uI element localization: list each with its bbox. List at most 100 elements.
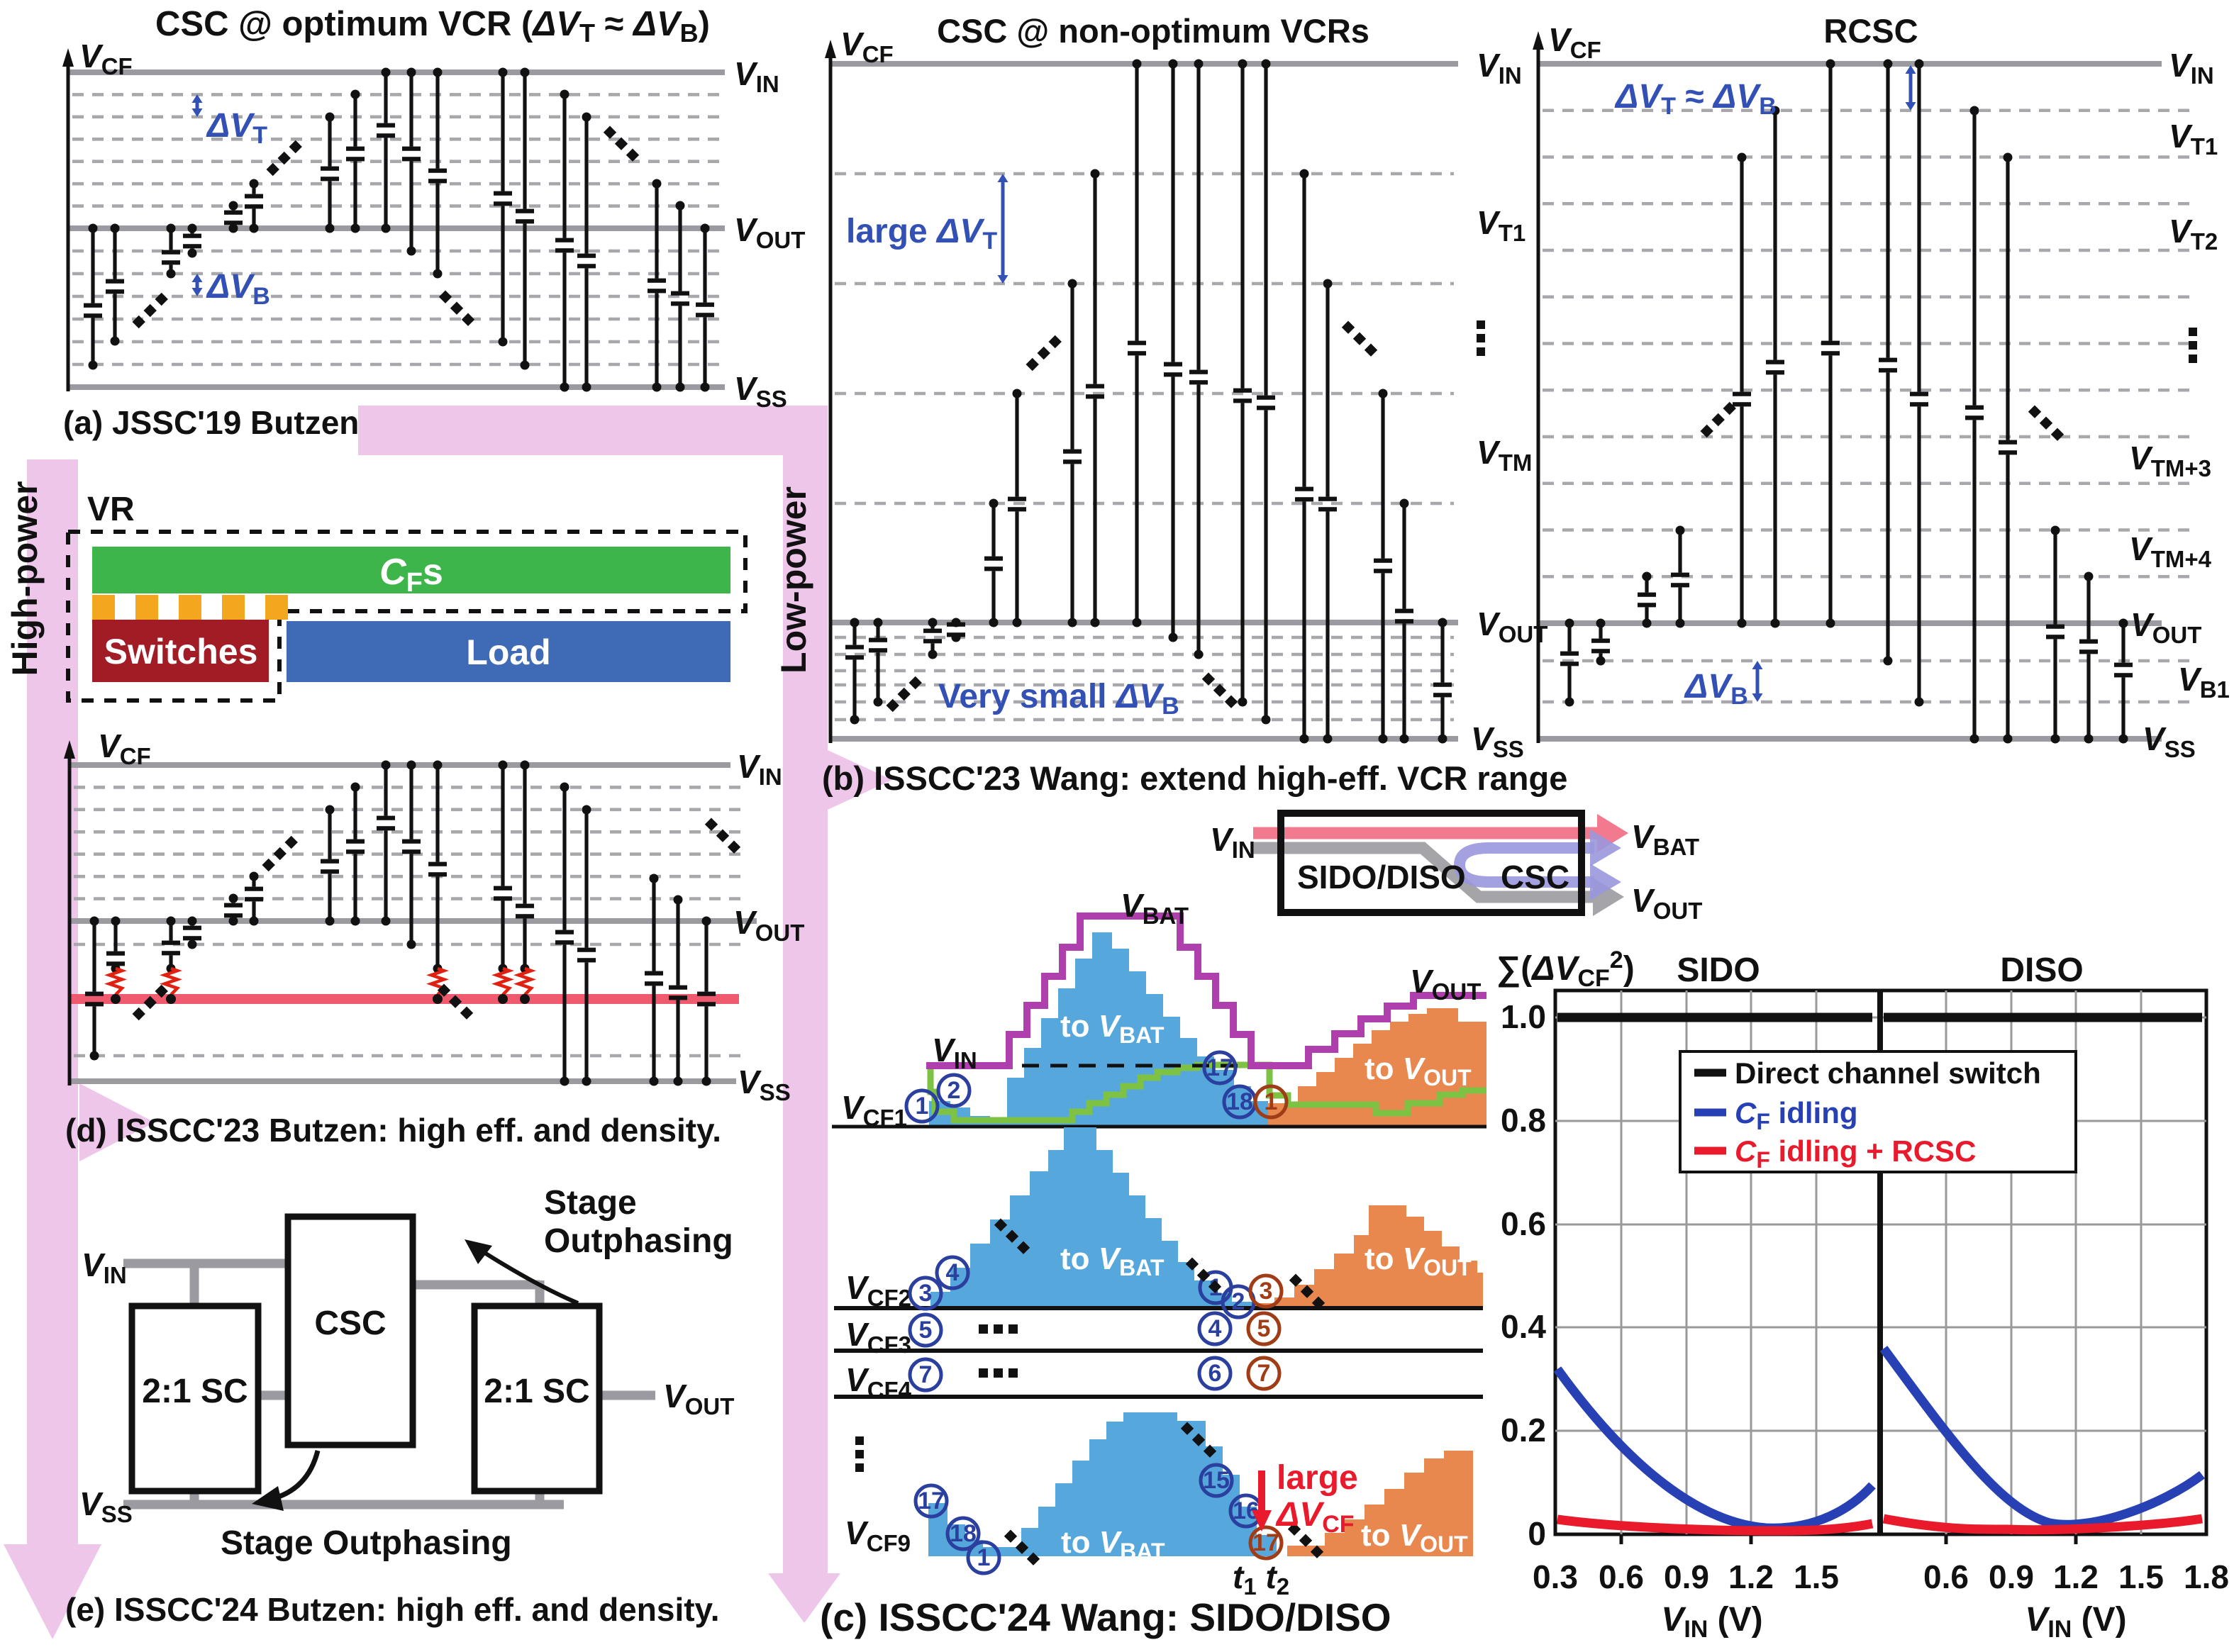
svg-text:1.2: 1.2 [2053, 1558, 2099, 1595]
svg-text:VOUT: VOUT [2130, 606, 2201, 648]
svg-text:0.3: 0.3 [1533, 1558, 1578, 1595]
svg-text:1: 1 [1265, 1088, 1278, 1115]
svg-text:0.6: 0.6 [1923, 1558, 1969, 1595]
svg-text:2:1 SC: 2:1 SC [484, 1373, 589, 1410]
svg-text:1.8: 1.8 [2184, 1558, 2229, 1595]
svg-text:VIN: VIN [2169, 47, 2214, 89]
svg-text:Stage: Stage [544, 1184, 637, 1222]
svg-text:17: 17 [1206, 1054, 1233, 1081]
svg-text:VR: VR [87, 491, 135, 528]
svg-text:CF idling + RCSC: CF idling + RCSC [1735, 1134, 1976, 1173]
svg-text:CSC @ non-optimum VCRs: CSC @ non-optimum VCRs [937, 12, 1369, 50]
svg-text:(b) ISSCC'23 Wang: extend hig: (b) ISSCC'23 Wang: extend high-eff. VCR … [822, 759, 1567, 797]
svg-text:1: 1 [916, 1093, 929, 1120]
svg-text:VBAT: VBAT [1631, 818, 1699, 860]
svg-text:VIN: VIN [734, 55, 779, 97]
svg-text:VCF9: VCF9 [845, 1514, 911, 1556]
svg-text:VIN: VIN [1210, 821, 1255, 863]
svg-text:VOUT: VOUT [1631, 882, 1702, 924]
svg-text:Outphasing: Outphasing [544, 1222, 733, 1260]
svg-text:0.4: 0.4 [1501, 1308, 1546, 1345]
svg-text:3: 3 [1260, 1278, 1273, 1305]
svg-text:0.8: 0.8 [1501, 1102, 1546, 1139]
svg-text:VIN: VIN [82, 1246, 127, 1288]
svg-text:2: 2 [1232, 1288, 1245, 1315]
svg-text:6: 6 [1208, 1360, 1222, 1387]
svg-text:VCF: VCF [1548, 21, 1601, 63]
svg-text:Direct channel switch: Direct channel switch [1735, 1056, 2041, 1090]
svg-text:VB1: VB1 [2178, 661, 2230, 703]
svg-text:ΔVB: ΔVB [206, 268, 270, 310]
svg-text:VCF1: VCF1 [841, 1089, 907, 1131]
svg-text:VCF: VCF [79, 38, 133, 79]
svg-text:VOUT: VOUT [733, 904, 804, 946]
svg-text:1: 1 [977, 1544, 991, 1571]
svg-text:VT2: VT2 [2169, 213, 2218, 255]
svg-text:VSS: VSS [738, 1064, 791, 1105]
svg-text:5: 5 [919, 1317, 933, 1344]
svg-text:ΔVT: ΔVT [206, 107, 267, 149]
svg-text:1.2: 1.2 [1728, 1558, 1774, 1595]
svg-text:Switches: Switches [104, 632, 258, 671]
svg-text:High-power: High-power [5, 481, 45, 676]
svg-text:VSS: VSS [2143, 720, 2196, 762]
svg-text:t1 t2: t1 t2 [1233, 1558, 1289, 1600]
svg-text:VTM+4: VTM+4 [2129, 530, 2212, 572]
svg-text:large ΔVT: large ΔVT [846, 213, 997, 255]
svg-text:1.5: 1.5 [1794, 1558, 1839, 1595]
svg-text:7: 7 [919, 1361, 933, 1388]
svg-text:Load: Load [466, 632, 550, 672]
svg-text:VIN: VIN [932, 1032, 977, 1073]
svg-text:1.0: 1.0 [1501, 998, 1546, 1035]
svg-text:4: 4 [946, 1259, 960, 1286]
svg-text:to VOUT: to VOUT [1365, 1051, 1472, 1090]
svg-text:VT1: VT1 [2169, 118, 2218, 160]
svg-text:VOUT: VOUT [1410, 963, 1481, 1005]
svg-text:1.5: 1.5 [2118, 1558, 2164, 1595]
svg-text:VIN: VIN [1477, 47, 1522, 89]
svg-text:0.6: 0.6 [1599, 1558, 1644, 1595]
svg-text:Stage Outphasing: Stage Outphasing [221, 1524, 512, 1562]
svg-text:0.6: 0.6 [1501, 1205, 1546, 1242]
svg-text:(d) ISSCC'23 Butzen: high eff: (d) ISSCC'23 Butzen: high eff. and densi… [65, 1112, 721, 1149]
svg-text:0.9: 0.9 [1989, 1558, 2034, 1595]
svg-text:CSC @ optimum VCR (ΔVT ≈ ΔVB): CSC @ optimum VCR (ΔVT ≈ ΔVB) [155, 5, 710, 48]
svg-text:7: 7 [1257, 1360, 1271, 1387]
svg-text:VCF2: VCF2 [845, 1269, 911, 1311]
svg-text:SIDO: SIDO [1677, 951, 1760, 989]
svg-text:2:1 SC: 2:1 SC [142, 1373, 248, 1410]
svg-text:VIN (V): VIN (V) [2025, 1601, 2126, 1643]
svg-text:VSS: VSS [1471, 720, 1524, 762]
svg-text:ΔVT ≈ ΔVB: ΔVT ≈ ΔVB [1614, 78, 1777, 120]
svg-text:VCF4: VCF4 [845, 1361, 912, 1403]
svg-text:large: large [1277, 1459, 1358, 1497]
svg-text:18: 18 [950, 1520, 977, 1547]
svg-text:Very small ΔVB: Very small ΔVB [938, 678, 1179, 720]
svg-text:RCSC: RCSC [1823, 12, 1918, 50]
svg-text:0.9: 0.9 [1664, 1558, 1709, 1595]
svg-text:4: 4 [1208, 1315, 1222, 1342]
svg-text:0: 0 [1528, 1515, 1546, 1552]
svg-text:VOUT: VOUT [734, 211, 805, 253]
svg-text:3: 3 [919, 1280, 933, 1307]
svg-text:VTM+3: VTM+3 [2129, 440, 2211, 481]
svg-text:VOUT: VOUT [663, 1378, 734, 1419]
svg-text:DISO: DISO [2000, 951, 2083, 989]
svg-text:5: 5 [1257, 1315, 1271, 1342]
svg-text:VIN (V): VIN (V) [1661, 1601, 1762, 1643]
svg-text:VTM: VTM [1477, 434, 1532, 476]
svg-text:CFs: CFs [379, 552, 443, 598]
svg-text:VIN: VIN [737, 748, 782, 790]
svg-text:VCF: VCF [98, 727, 151, 769]
svg-text:2: 2 [947, 1077, 961, 1104]
svg-text:(e) ISSCC'24 Butzen: high ef: (e) ISSCC'24 Butzen: high eff. and densi… [65, 1591, 720, 1628]
svg-text:VSS: VSS [734, 370, 787, 412]
svg-text:(a) JSSC'19 Butzen: (a) JSSC'19 Butzen [63, 404, 359, 441]
svg-text:Low-power: Low-power [774, 486, 813, 674]
svg-text:SIDO/DISO: SIDO/DISO [1297, 859, 1466, 895]
svg-text:(c) ISSCC'24 Wang: SIDO/DISO: (c) ISSCC'24 Wang: SIDO/DISO [820, 1595, 1391, 1639]
svg-text:ΔVCF: ΔVCF [1275, 1496, 1355, 1538]
svg-text:17: 17 [918, 1488, 945, 1514]
svg-text:ΔVB: ΔVB [1684, 668, 1748, 710]
svg-text:VBAT: VBAT [1121, 887, 1189, 929]
